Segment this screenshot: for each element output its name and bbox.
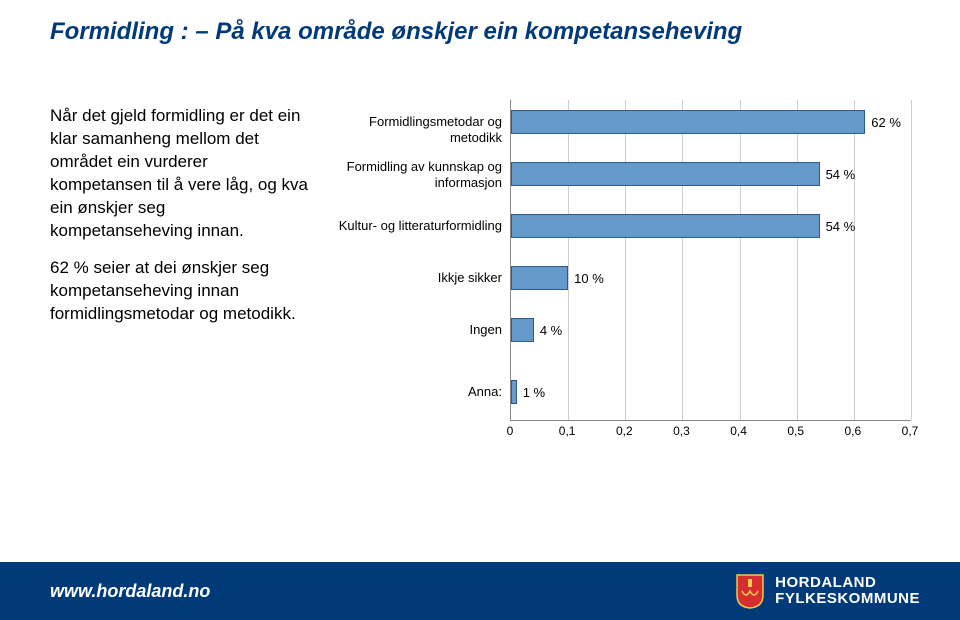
footer-logo: HORDALAND FYLKESKOMMUNE bbox=[735, 573, 920, 609]
crest-icon bbox=[735, 573, 765, 609]
grid-line bbox=[740, 100, 741, 420]
bar-value-label: 54 % bbox=[826, 219, 856, 234]
footer: www.hordaland.no HORDALAND FYLKESKOMMUNE bbox=[0, 562, 960, 620]
chart: 62 % 54 % 54 % 10 % 4 % 1 % 0 0,1 0,2 0,3 0,4 0,5 0… bbox=[330, 100, 930, 450]
grid-line bbox=[911, 100, 912, 420]
x-tick-label: 0,3 bbox=[673, 424, 690, 438]
x-tick-label: 0,7 bbox=[902, 424, 919, 438]
bar-value-label: 54 % bbox=[826, 167, 856, 182]
chart-bar bbox=[511, 380, 517, 404]
category-label: Ikkje sikker bbox=[330, 270, 502, 286]
x-tick-label: 0,2 bbox=[616, 424, 633, 438]
x-tick-label: 0,1 bbox=[559, 424, 576, 438]
chart-bar bbox=[511, 162, 820, 186]
bar-value-label: 4 % bbox=[540, 323, 562, 338]
bar-value-label: 10 % bbox=[574, 271, 604, 286]
category-label: Ingen bbox=[330, 322, 502, 338]
grid-line bbox=[854, 100, 855, 420]
x-tick-label: 0,4 bbox=[730, 424, 747, 438]
x-tick-label: 0 bbox=[507, 424, 514, 438]
category-label: Kultur- og litteraturformidling bbox=[330, 218, 502, 234]
category-label: Formidling av kunnskap oginformasjon bbox=[330, 159, 502, 190]
x-tick-label: 0,6 bbox=[845, 424, 862, 438]
chart-bar bbox=[511, 214, 820, 238]
grid-line bbox=[682, 100, 683, 420]
footer-logo-text: HORDALAND FYLKESKOMMUNE bbox=[775, 575, 920, 607]
chart-plot: 62 % 54 % 54 % 10 % 4 % 1 % bbox=[510, 100, 911, 421]
category-label: Anna: bbox=[330, 384, 502, 400]
body-text: Når det gjeld formidling er det ein klar… bbox=[50, 105, 310, 339]
footer-url: www.hordaland.no bbox=[50, 581, 210, 602]
page-title: Formidling : – På kva område ønskjer ein… bbox=[50, 18, 742, 46]
footer-org-line2: FYLKESKOMMUNE bbox=[775, 591, 920, 607]
chart-bar bbox=[511, 266, 568, 290]
grid-line bbox=[797, 100, 798, 420]
x-tick-label: 0,5 bbox=[787, 424, 804, 438]
x-axis-ticks: 00,10,20,30,40,50,60,7 bbox=[510, 424, 910, 444]
paragraph-2: 62 % seier at dei ønskjer seg kompetanse… bbox=[50, 257, 310, 326]
chart-bar bbox=[511, 110, 865, 134]
grid-line bbox=[568, 100, 569, 420]
paragraph-1: Når det gjeld formidling er det ein klar… bbox=[50, 105, 310, 243]
bar-value-label: 1 % bbox=[523, 385, 545, 400]
chart-bar bbox=[511, 318, 534, 342]
grid-line bbox=[625, 100, 626, 420]
category-label: Formidlingsmetodar og metodikk bbox=[330, 114, 502, 145]
footer-org-line1: HORDALAND bbox=[775, 575, 920, 591]
bar-value-label: 62 % bbox=[871, 115, 901, 130]
